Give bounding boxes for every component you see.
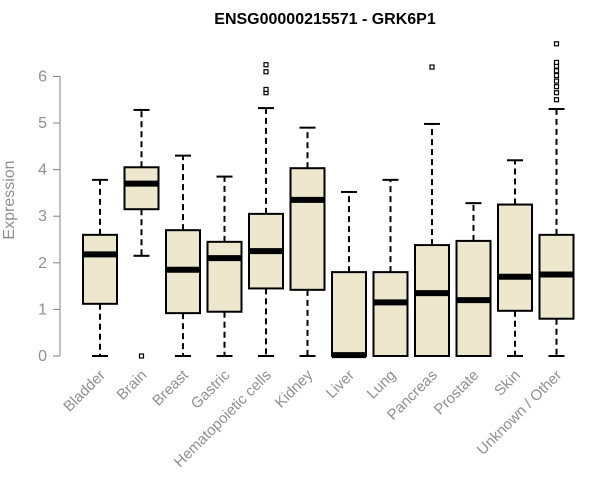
x-tick-label: Liver [323,367,358,402]
iqr-box [82,233,118,305]
box-prostate [455,202,492,357]
x-tick-label: Lung [364,367,400,403]
outlier-point [429,64,435,70]
box-brain [123,108,160,359]
box-pancreas [414,64,450,357]
x-tick-label: Skin [491,367,524,400]
y-axis-label: Expression [1,160,18,239]
y-axis: 0 1 2 3 4 5 6 [38,68,61,365]
y-tick-label: 4 [38,162,47,179]
y-tick-label: 1 [38,301,47,318]
iqr-box [372,271,409,357]
outlier-point [553,68,560,74]
outlier-point [553,59,560,66]
iqr-box [331,271,367,357]
x-tick-label: Brain [114,367,151,404]
iqr-box [497,203,533,312]
box-lung [372,178,409,357]
iqr-box [123,166,160,211]
outlier-point [553,41,560,47]
boxes-group [82,41,575,359]
x-tick-label: Kidney [272,366,317,411]
iqr-box [414,244,450,357]
outlier-point [263,69,269,75]
x-tick-label: Prostate [431,367,483,419]
outlier-point [263,62,269,68]
y-tick-label: 0 [38,348,47,365]
iqr-box [206,240,243,313]
y-tick-label: 3 [38,208,47,225]
box-hematopoietic-cells [248,62,284,357]
box-unknown-other [538,41,575,357]
y-tick-label: 2 [38,255,47,272]
outlier-point [553,97,560,103]
y-tick-label: 6 [38,68,47,85]
outlier-point [553,72,560,79]
box-bladder [82,178,118,357]
x-tick-label: Bladder [60,367,109,416]
box-skin [497,159,533,357]
y-tick-label: 5 [38,115,47,132]
box-liver [331,190,367,359]
iqr-box [289,167,326,291]
outlier-point [553,78,560,84]
outlier-point [263,86,269,93]
box-kidney [289,126,326,357]
outlier-point [553,84,560,90]
x-tick-label: Breast [149,366,192,409]
outlier-point [553,90,560,96]
chart-title: ENSG00000215571 - GRK6P1 [214,11,436,28]
box-breast [165,154,201,357]
box-gastric [206,175,243,357]
outlier-point [138,353,145,359]
